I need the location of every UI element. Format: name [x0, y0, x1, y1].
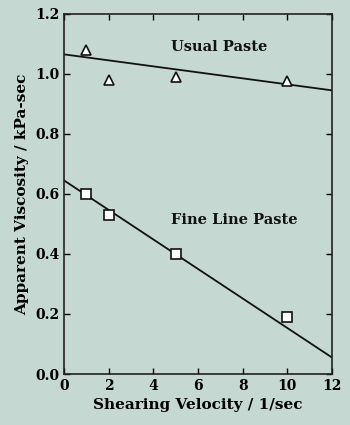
Text: Fine Line Paste: Fine Line Paste: [171, 213, 298, 227]
Y-axis label: Apparent Viscosity / kPa-sec: Apparent Viscosity / kPa-sec: [15, 73, 29, 314]
X-axis label: Shearing Velocity / 1/sec: Shearing Velocity / 1/sec: [93, 398, 303, 412]
Text: Usual Paste: Usual Paste: [171, 40, 267, 54]
